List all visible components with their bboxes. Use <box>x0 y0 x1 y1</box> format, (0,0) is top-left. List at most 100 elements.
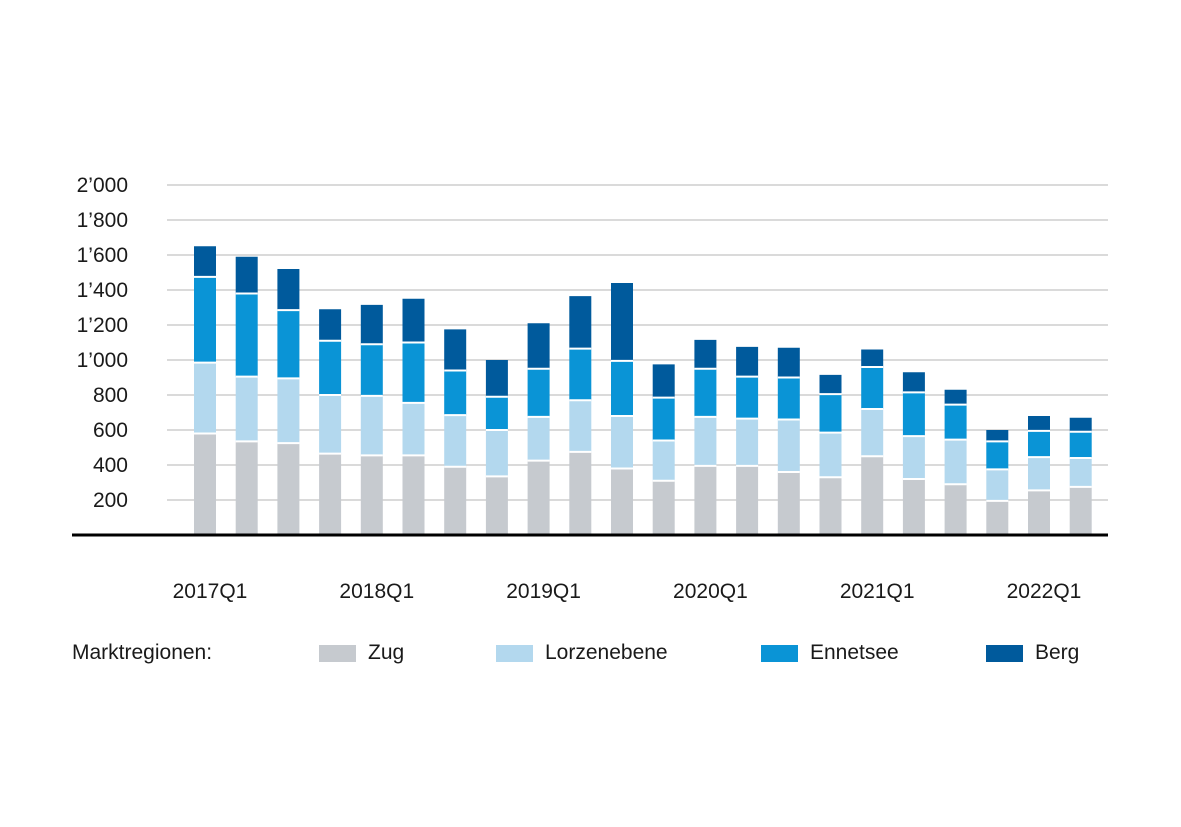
bar-lorzenebene-2017Q1 <box>194 362 216 434</box>
bar-lorzenebene-2022Q1 <box>1028 457 1050 491</box>
y-tick-label: 1’200 <box>77 314 128 337</box>
bar-zug-2020Q2 <box>736 465 759 535</box>
bar-lorzenebene-2019Q4 <box>652 440 675 481</box>
bar-stack-2018Q4 <box>485 360 508 535</box>
bar-berg-2019Q4 <box>652 364 675 398</box>
bar-ennetsee-2020Q3 <box>777 377 800 420</box>
bar-lorzenebene-2021Q4 <box>986 469 1009 501</box>
bar-stack-2019Q2 <box>569 296 592 535</box>
bar-stack-2022Q1 <box>1028 416 1050 535</box>
bar-ennetsee-2021Q4 <box>986 441 1009 470</box>
bar-lorzenebene-2022Q2 <box>1069 458 1092 487</box>
bar-zug-2020Q1 <box>694 465 717 535</box>
bar-zug-2020Q4 <box>819 477 842 535</box>
bar-zug-2018Q3 <box>444 466 467 535</box>
bar-ennetsee-2022Q1 <box>1028 430 1050 458</box>
bar-lorzenebene-2020Q2 <box>736 418 759 466</box>
bar-ennetsee-2021Q2 <box>902 392 925 437</box>
bar-berg-2021Q4 <box>986 430 1009 442</box>
bar-ennetsee-2019Q2 <box>569 348 592 401</box>
bar-zug-2019Q2 <box>569 451 592 535</box>
bar-lorzenebene-2017Q2 <box>235 376 258 442</box>
bar-lorzenebene-2021Q3 <box>944 439 967 485</box>
bar-zug-2018Q1 <box>360 455 383 535</box>
bar-ennetsee-2018Q3 <box>444 370 467 416</box>
bar-zug-2017Q3 <box>277 443 300 535</box>
bar-zug-2019Q3 <box>611 468 633 535</box>
bar-ennetsee-2019Q1 <box>527 368 550 417</box>
bar-stack-2017Q4 <box>319 309 342 535</box>
bar-ennetsee-2019Q3 <box>611 360 633 416</box>
bar-ennetsee-2022Q2 <box>1069 431 1092 458</box>
bar-stack-2017Q1 <box>194 246 216 535</box>
bar-berg-2020Q1 <box>694 339 717 369</box>
bar-zug-2017Q1 <box>194 433 216 535</box>
bar-lorzenebene-2020Q1 <box>694 416 717 466</box>
bar-lorzenebene-2018Q4 <box>485 430 508 477</box>
bar-berg-2018Q2 <box>402 298 425 343</box>
bar-berg-2019Q2 <box>569 296 592 349</box>
bar-berg-2020Q4 <box>819 374 842 395</box>
y-tick-label: 800 <box>93 384 128 407</box>
bar-berg-2022Q2 <box>1069 417 1092 432</box>
bar-zug-2021Q2 <box>902 479 925 535</box>
bar-stack-2020Q4 <box>819 374 842 535</box>
bar-berg-2018Q1 <box>360 304 383 345</box>
bar-zug-2018Q4 <box>485 476 508 535</box>
bar-stack-2019Q3 <box>611 283 633 535</box>
bar-berg-2018Q4 <box>485 360 508 397</box>
x-tick-label: 2020Q1 <box>673 580 748 603</box>
bar-berg-2019Q1 <box>527 323 550 369</box>
bar-stack-2021Q3 <box>944 389 967 535</box>
bar-berg-2020Q3 <box>777 347 800 378</box>
bar-berg-2021Q3 <box>944 389 967 405</box>
bar-zug-2022Q1 <box>1028 490 1050 535</box>
bar-lorzenebene-2020Q3 <box>777 419 800 472</box>
bar-lorzenebene-2018Q2 <box>402 402 425 456</box>
bar-ennetsee-2017Q4 <box>319 340 342 395</box>
bar-berg-2019Q3 <box>611 283 633 361</box>
bar-stack-2020Q3 <box>777 347 800 535</box>
bar-stack-2018Q2 <box>402 298 425 535</box>
bar-ennetsee-2017Q1 <box>194 276 216 363</box>
bar-zug-2017Q4 <box>319 453 342 535</box>
bar-ennetsee-2018Q2 <box>402 342 425 403</box>
x-tick-label: 2021Q1 <box>840 580 915 603</box>
bar-ennetsee-2018Q1 <box>360 344 383 396</box>
bar-ennetsee-2018Q4 <box>485 396 508 430</box>
bar-ennetsee-2017Q2 <box>235 293 258 377</box>
bar-stack-2020Q2 <box>736 346 759 535</box>
bar-ennetsee-2017Q3 <box>277 310 300 379</box>
bar-zug-2020Q3 <box>777 472 800 535</box>
bar-stack-2017Q3 <box>277 269 300 535</box>
bar-zug-2021Q4 <box>986 500 1009 535</box>
bar-stack-2017Q2 <box>235 256 258 535</box>
bar-stack-2020Q1 <box>694 339 717 535</box>
bar-berg-2021Q1 <box>861 349 884 367</box>
bar-berg-2022Q1 <box>1028 416 1050 431</box>
y-tick-label: 1’600 <box>77 244 128 267</box>
gridlines <box>167 184 1108 501</box>
bar-ennetsee-2020Q1 <box>694 368 717 417</box>
y-tick-label: 1’800 <box>77 209 128 232</box>
bar-stack-2019Q1 <box>527 323 550 535</box>
bar-stack-2021Q2 <box>902 372 925 535</box>
bar-lorzenebene-2019Q3 <box>611 416 633 469</box>
bars <box>194 246 1092 535</box>
bar-ennetsee-2021Q1 <box>861 367 884 409</box>
y-tick-label: 200 <box>93 489 128 512</box>
bar-zug-2019Q1 <box>527 460 550 535</box>
x-axis-tick-labels: 2017Q1 2018Q1 2019Q1 2020Q1 2021Q1 2022Q1 <box>173 580 1082 603</box>
bar-stack-2018Q1 <box>360 304 383 535</box>
bar-ennetsee-2020Q4 <box>819 394 842 433</box>
bar-berg-2020Q2 <box>736 346 759 377</box>
y-tick-label: 1’000 <box>77 349 128 372</box>
bar-lorzenebene-2018Q3 <box>444 415 467 467</box>
x-tick-label: 2019Q1 <box>506 580 581 603</box>
bar-berg-2018Q3 <box>444 329 467 371</box>
bar-ennetsee-2021Q3 <box>944 404 967 440</box>
bar-lorzenebene-2017Q4 <box>319 395 342 454</box>
bar-ennetsee-2020Q2 <box>736 376 759 419</box>
bar-berg-2017Q4 <box>319 309 342 341</box>
